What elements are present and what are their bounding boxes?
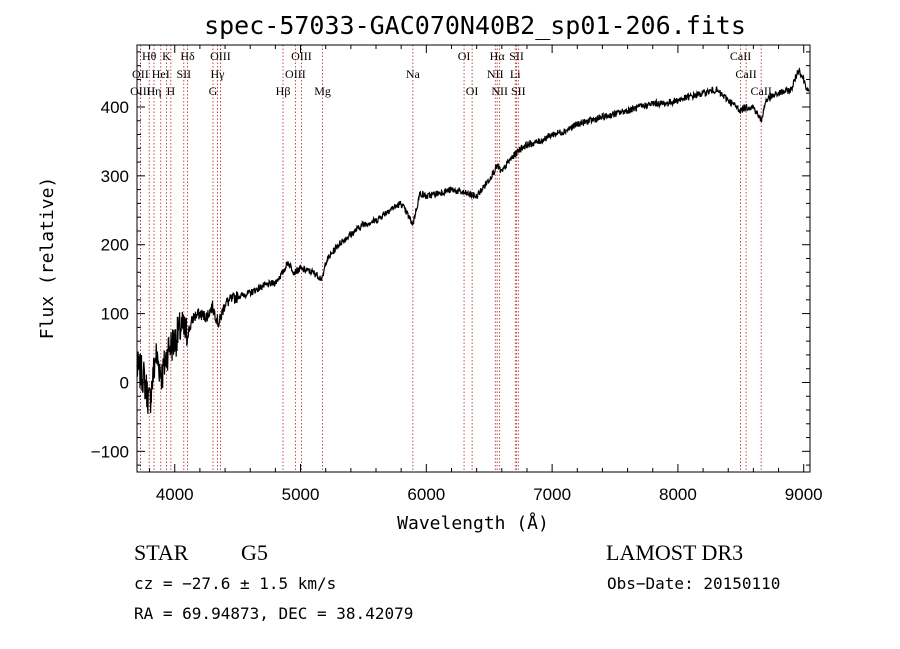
coordinates: RA = 69.94873, DEC = 38.42079 bbox=[134, 604, 413, 623]
spectral-line-label: SII bbox=[511, 84, 526, 98]
chart-title: spec-57033-GAC070N40B2_sp01-206.fits bbox=[204, 11, 746, 40]
y-tick-label: 300 bbox=[101, 167, 129, 186]
spectral-line-label: SII bbox=[176, 67, 191, 81]
spectral-line-label: OI bbox=[466, 84, 479, 98]
spectral-line-label: CaII bbox=[751, 84, 772, 98]
plot-frame bbox=[136, 44, 811, 473]
y-axis-label: Flux (relative) bbox=[37, 177, 58, 340]
x-tick-label: 8000 bbox=[659, 485, 697, 504]
y-axis-ticks: −100 0 100 200 300 400 bbox=[91, 51, 810, 466]
x-tick-label: 6000 bbox=[407, 485, 445, 504]
y-tick-label: 0 bbox=[120, 373, 129, 392]
spectral-line-label: OIII bbox=[210, 49, 231, 63]
y-tick-label: −100 bbox=[91, 442, 129, 461]
spectral-line-label: Hβ bbox=[276, 84, 291, 98]
spectral-line-label: OIII bbox=[285, 67, 306, 81]
y-tick-label: 200 bbox=[101, 236, 129, 255]
spectral-line-label: HeI bbox=[152, 67, 170, 81]
x-axis-label: Wavelength (Å) bbox=[397, 512, 549, 534]
x-tick-label: 9000 bbox=[785, 485, 823, 504]
spectral-line-label: Hθ bbox=[142, 49, 157, 63]
x-tick-label: 7000 bbox=[533, 485, 571, 504]
spectral-line-label: SII bbox=[509, 49, 524, 63]
x-tick-label: 4000 bbox=[156, 485, 194, 504]
x-axis-ticks: 4000 5000 6000 7000 8000 9000 bbox=[149, 45, 823, 504]
spectral-line-label: Hδ bbox=[180, 49, 195, 63]
spectral-line-label: Hη bbox=[147, 84, 162, 98]
observation-date: Obs−Date: 20150110 bbox=[607, 574, 780, 593]
spectral-line-labels: OIIOIIIHθHηHeIKHSIIHδGHγOIIIHβOIIIOIIIMg… bbox=[130, 49, 772, 98]
redshift-value: cz = −27.6 ± 1.5 km/s bbox=[134, 574, 336, 593]
spectral-line-markers bbox=[139, 45, 762, 472]
survey-name: LAMOST DR3 bbox=[606, 540, 743, 565]
spectral-line-label: Hα bbox=[490, 49, 506, 63]
spectral-line-label: K bbox=[162, 49, 171, 63]
spectral-line-label: Na bbox=[406, 67, 421, 81]
spectral-line-label: NII bbox=[487, 67, 504, 81]
spectral-line-label: OII bbox=[132, 67, 149, 81]
spectral-line-label: Mg bbox=[314, 84, 331, 98]
spectral-line-label: CaII bbox=[730, 49, 751, 63]
y-tick-label: 100 bbox=[101, 305, 129, 324]
object-class: STAR bbox=[134, 540, 189, 565]
spectral-line-label: CaII bbox=[735, 67, 756, 81]
x-tick-label: 5000 bbox=[282, 485, 320, 504]
flux-series-line bbox=[136, 67, 810, 414]
spectral-line-label: OIII bbox=[291, 49, 312, 63]
y-tick-label: 400 bbox=[101, 98, 129, 117]
spectral-line-label: OI bbox=[458, 49, 471, 63]
spectral-line-label: Hγ bbox=[211, 67, 226, 81]
spectral-line-label: G bbox=[209, 84, 218, 98]
spectral-line-label: OIII bbox=[130, 84, 151, 98]
spectral-line-label: H bbox=[167, 84, 176, 98]
object-subclass: G5 bbox=[241, 540, 268, 565]
spectral-line-label: Li bbox=[510, 67, 521, 81]
spectral-line-label: NII bbox=[491, 84, 508, 98]
